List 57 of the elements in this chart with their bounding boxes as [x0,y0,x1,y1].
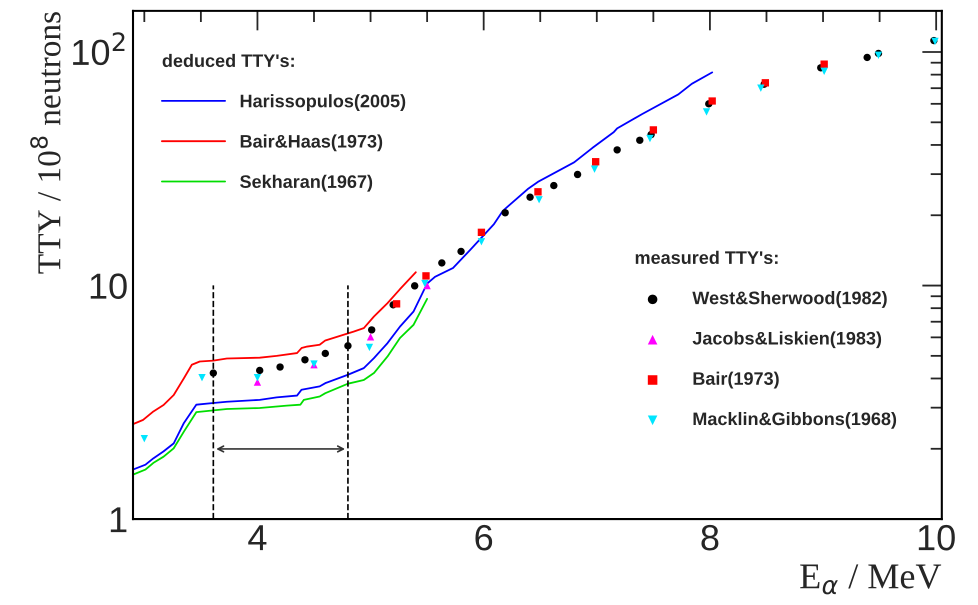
point [411,282,418,290]
point [256,366,264,374]
point [535,196,543,204]
point [322,350,329,358]
point [820,60,828,68]
legend-label: West&Sherwood(1982) [692,291,887,308]
point [366,344,374,352]
point [613,146,621,154]
point [366,333,374,341]
x-tick-label: 10 [918,524,955,550]
legend-label: Jacobs&Liskien(1983) [692,331,882,348]
x-axis-title: E$_{α}$ / MeV [800,564,942,594]
y-tick-label: 10 [90,273,127,299]
point [478,238,486,246]
annotation: measured TTY's: [636,250,778,264]
point [422,272,430,280]
point [550,182,558,190]
point [210,369,217,377]
point [636,136,644,144]
point [534,188,542,196]
point [438,259,446,267]
point [478,228,486,236]
point [650,126,658,134]
point [702,108,710,116]
legend-label: Bair&Haas(1973) [240,134,382,152]
x-tick-label: 4 [248,525,266,550]
legend-label: Sekharan(1967) [240,174,372,192]
point [574,170,582,178]
point [502,209,509,216]
point [254,374,262,382]
x-tick-label: 6 [475,524,492,550]
line-series [133,298,428,476]
y-axis-title: TTY / 10$^{8}$ neutrons [30,12,61,274]
point [592,158,600,166]
point [708,97,716,105]
point [392,300,400,308]
point [590,166,598,173]
y-tick-label: 10$^{2}$ [73,32,124,66]
point [457,248,465,256]
point [820,68,828,75]
point [140,434,148,442]
legend-label: Bair(1973) [694,372,779,388]
point [301,356,309,364]
point [198,374,206,382]
point [863,54,871,62]
point [526,194,534,201]
annotation: deduced TTY's: [162,54,294,68]
point [646,134,654,142]
point [276,363,284,371]
point [757,84,764,92]
legend-label: Harissopulos(2005) [240,94,406,111]
point [344,342,352,350]
legend-label: Macklin&Gibbons(1968) [694,412,896,429]
y-tick-label: 1 [110,507,126,532]
x-tick-label: 8 [701,524,718,550]
line-series [133,271,417,426]
point [368,326,376,334]
